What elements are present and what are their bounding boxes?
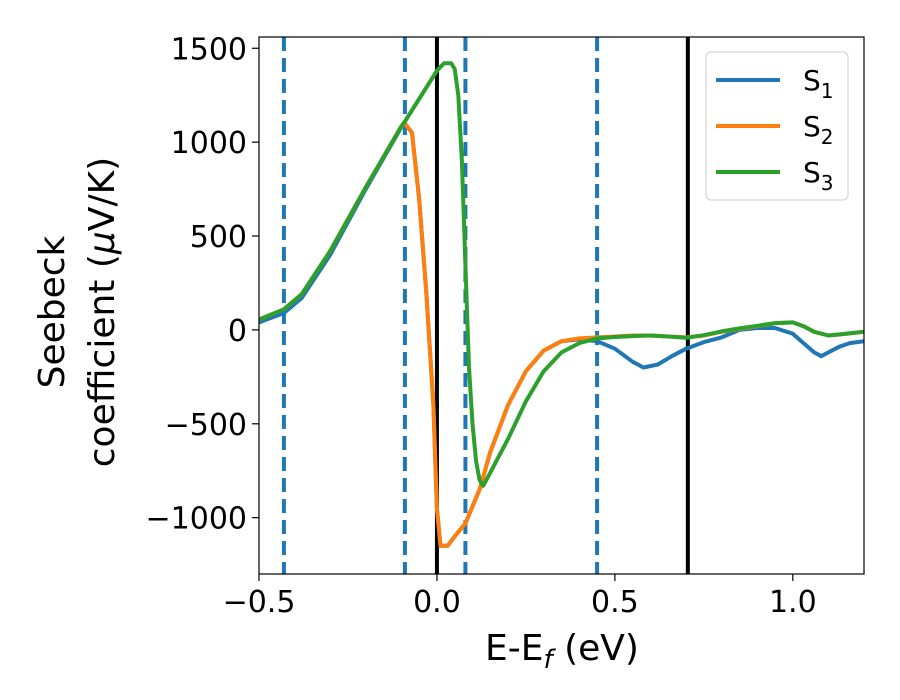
legend: S1 S2 S3 <box>705 51 849 201</box>
x-tick-label: 0.0 <box>413 585 461 620</box>
y-tick-label: 500 <box>190 220 247 255</box>
x-ticks: −0.5 0.0 0.5 1.0 <box>223 574 817 620</box>
y-tick-label: −500 <box>165 408 247 443</box>
series-layer <box>259 61 864 548</box>
x-tick-label: 1.0 <box>769 585 817 620</box>
y-axis-title-unit: V/K) <box>82 157 123 231</box>
y-axis-title-mu: μ <box>82 231 123 255</box>
y-ticks: 1500 1000 500 0 −500 −1000 <box>146 32 259 537</box>
y-axis-title-line1: Seebeck <box>32 235 73 388</box>
plot-frame <box>258 36 865 575</box>
y-tick-label: 1500 <box>171 32 247 67</box>
legend-label-s2: S2 <box>803 110 834 149</box>
y-tick-label: 1000 <box>171 126 247 161</box>
x-tick-label: 0.5 <box>591 585 639 620</box>
series-line-s3 <box>259 61 864 488</box>
x-tick-label: −0.5 <box>223 585 296 620</box>
y-tick-label: −1000 <box>146 502 247 537</box>
vertical-lines-layer <box>281 37 690 574</box>
x-axis-title: E-Ef (eV) <box>485 628 639 675</box>
y-axis-title-line2: coefficient (μV/K) <box>82 157 123 467</box>
legend-label-s3: S3 <box>803 156 834 195</box>
legend-label-s1: S1 <box>803 64 834 103</box>
x-axis-title-unit: (eV) <box>553 628 639 669</box>
y-tick-label: 0 <box>228 314 247 349</box>
